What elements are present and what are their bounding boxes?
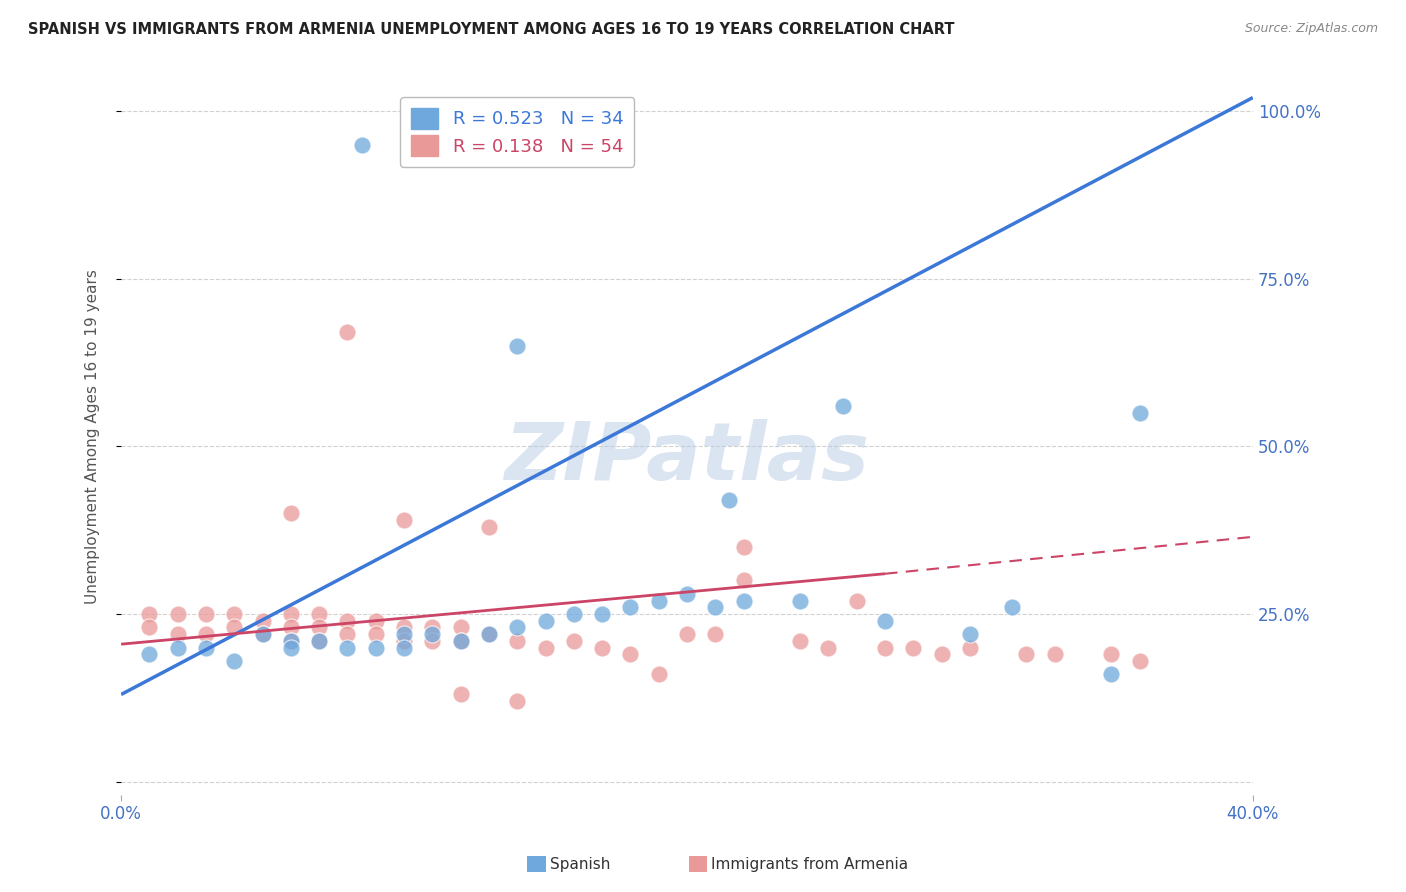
Point xyxy=(280,607,302,621)
Point xyxy=(534,614,557,628)
Point xyxy=(704,600,727,615)
Point xyxy=(591,640,613,655)
Point xyxy=(422,620,444,634)
Point xyxy=(676,627,699,641)
Point xyxy=(450,620,472,634)
Point xyxy=(364,627,387,641)
Text: Spanish: Spanish xyxy=(550,857,610,871)
Point xyxy=(959,640,981,655)
Point xyxy=(280,633,302,648)
Point xyxy=(1001,600,1024,615)
Point xyxy=(506,620,529,634)
Point xyxy=(392,633,415,648)
Point xyxy=(647,667,669,681)
Point xyxy=(280,633,302,648)
Point xyxy=(224,607,246,621)
Point xyxy=(392,620,415,634)
Point xyxy=(422,627,444,641)
Point xyxy=(450,633,472,648)
Point xyxy=(478,627,501,641)
Point xyxy=(478,627,501,641)
Point xyxy=(831,399,853,413)
Y-axis label: Unemployment Among Ages 16 to 19 years: Unemployment Among Ages 16 to 19 years xyxy=(86,268,100,604)
Point xyxy=(619,647,641,661)
Point xyxy=(591,607,613,621)
Point xyxy=(931,647,953,661)
Point xyxy=(506,633,529,648)
Point xyxy=(224,620,246,634)
Point xyxy=(280,507,302,521)
Point xyxy=(336,627,359,641)
Point xyxy=(392,513,415,527)
Point xyxy=(733,540,755,554)
Text: ZIPatlas: ZIPatlas xyxy=(505,418,869,497)
Point xyxy=(336,640,359,655)
Text: Immigrants from Armenia: Immigrants from Armenia xyxy=(711,857,908,871)
Point xyxy=(280,620,302,634)
Point xyxy=(733,593,755,607)
Point xyxy=(336,326,359,340)
Point xyxy=(478,520,501,534)
Point xyxy=(873,614,896,628)
Text: Source: ZipAtlas.com: Source: ZipAtlas.com xyxy=(1244,22,1378,36)
Point xyxy=(903,640,925,655)
Point xyxy=(252,627,274,641)
Point xyxy=(392,640,415,655)
Point xyxy=(252,614,274,628)
Point xyxy=(534,640,557,655)
Point xyxy=(308,607,330,621)
Point xyxy=(1129,654,1152,668)
Point xyxy=(817,640,839,655)
Point xyxy=(138,647,160,661)
Point xyxy=(1129,406,1152,420)
Point xyxy=(280,640,302,655)
Point xyxy=(562,607,585,621)
Point xyxy=(733,574,755,588)
Point xyxy=(1015,647,1038,661)
Point xyxy=(195,627,218,641)
Point xyxy=(422,633,444,648)
Point xyxy=(873,640,896,655)
Point xyxy=(562,633,585,648)
Point xyxy=(506,339,529,353)
Point xyxy=(308,633,330,648)
Point xyxy=(350,137,373,152)
Point xyxy=(1099,647,1122,661)
Point xyxy=(619,600,641,615)
Text: SPANISH VS IMMIGRANTS FROM ARMENIA UNEMPLOYMENT AMONG AGES 16 TO 19 YEARS CORREL: SPANISH VS IMMIGRANTS FROM ARMENIA UNEMP… xyxy=(28,22,955,37)
Point xyxy=(252,627,274,641)
Point xyxy=(364,640,387,655)
Point xyxy=(166,640,188,655)
Point xyxy=(647,593,669,607)
Point xyxy=(506,694,529,708)
Point xyxy=(718,492,741,507)
Point xyxy=(308,620,330,634)
Point xyxy=(959,627,981,641)
Point xyxy=(704,627,727,641)
Point xyxy=(450,633,472,648)
Point xyxy=(138,620,160,634)
Point xyxy=(166,627,188,641)
Point xyxy=(845,593,868,607)
Point xyxy=(789,633,811,648)
Legend: R = 0.523   N = 34, R = 0.138   N = 54: R = 0.523 N = 34, R = 0.138 N = 54 xyxy=(401,97,634,167)
Point xyxy=(195,640,218,655)
Point xyxy=(224,654,246,668)
Point xyxy=(195,607,218,621)
Point xyxy=(789,593,811,607)
Point xyxy=(450,688,472,702)
Point xyxy=(308,633,330,648)
Point xyxy=(364,614,387,628)
Point xyxy=(336,614,359,628)
Point xyxy=(138,607,160,621)
Point xyxy=(166,607,188,621)
Point xyxy=(1099,667,1122,681)
Point xyxy=(392,627,415,641)
Point xyxy=(676,587,699,601)
Point xyxy=(1043,647,1066,661)
